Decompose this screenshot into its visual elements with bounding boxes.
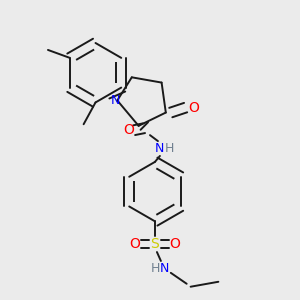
Text: O: O — [123, 123, 134, 137]
Text: O: O — [169, 237, 180, 251]
Text: S: S — [151, 237, 159, 251]
Text: O: O — [130, 237, 141, 251]
Text: N: N — [155, 142, 165, 154]
Text: H: H — [165, 142, 175, 154]
Text: N: N — [160, 262, 170, 275]
Text: O: O — [188, 100, 199, 115]
Text: H: H — [150, 262, 160, 275]
Text: N: N — [111, 94, 120, 107]
